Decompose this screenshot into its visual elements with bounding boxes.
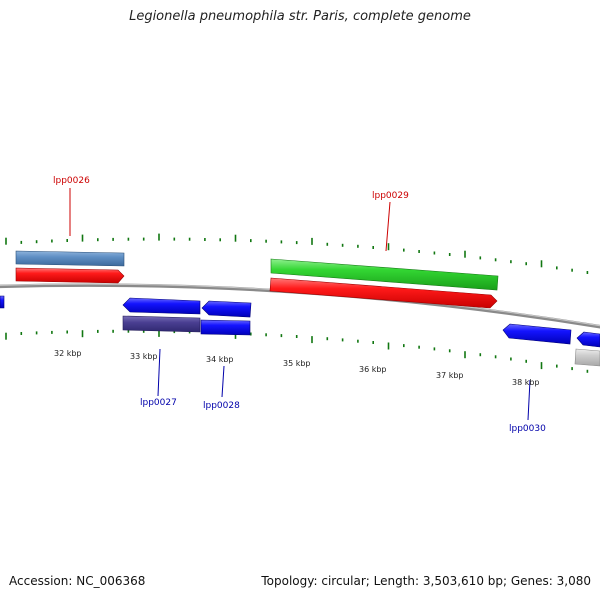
leader-line-lpp0030 xyxy=(527,379,531,421)
scale-label-35kbp: 35 kbp xyxy=(283,359,311,368)
scale-label-33kbp: 33 kbp xyxy=(130,352,158,361)
gene-label-lpp0030[interactable]: lpp0030 xyxy=(509,424,546,434)
gene-lpp0028-cds-feature[interactable] xyxy=(200,319,251,336)
gene-lpp0026-arrow[interactable] xyxy=(15,267,125,284)
gene-left-edge-arrow[interactable] xyxy=(0,295,5,309)
gene-lpp0029-arrow[interactable] xyxy=(269,277,498,309)
gene-label-lpp0028[interactable]: lpp0028 xyxy=(203,401,240,411)
genome-summary-text: Topology: circular; Length: 3,503,610 bp… xyxy=(261,574,591,588)
scale-label-37kbp: 37 kbp xyxy=(436,371,464,380)
map-title: Legionella pneumophila str. Paris, compl… xyxy=(129,9,471,24)
scale-label-38kbp: 38 kbp xyxy=(512,378,540,387)
gene-right-edge-pseudogene[interactable] xyxy=(574,348,600,367)
tick-track-outer xyxy=(5,233,589,274)
gene-lpp0028-arrow[interactable] xyxy=(201,300,252,318)
gene-label-lpp0027[interactable]: lpp0027 xyxy=(140,398,177,408)
gene-lpp0027-cds-feature[interactable] xyxy=(122,315,201,333)
gene-lpp0026-cds-feature[interactable] xyxy=(15,250,125,267)
gene-lpp0027-arrow[interactable] xyxy=(122,297,201,315)
gene-lpp0030-arrow[interactable] xyxy=(502,323,572,345)
leader-line-lpp0029 xyxy=(385,201,391,252)
scale-label-36kbp: 36 kbp xyxy=(359,365,387,374)
gene-label-lpp0029[interactable]: lpp0029 xyxy=(372,191,409,201)
gene-label-lpp0026[interactable]: lpp0026 xyxy=(53,176,90,186)
accession-text: Accession: NC_006368 xyxy=(9,574,146,588)
leader-line-lpp0028 xyxy=(221,365,225,398)
leader-line-lpp0027 xyxy=(157,348,161,397)
scale-label-34kbp: 34 kbp xyxy=(206,355,234,364)
gene-lpp0029-cds-feature[interactable] xyxy=(270,258,499,291)
tick-track-inner xyxy=(5,329,589,373)
scale-label-32kbp: 32 kbp xyxy=(54,349,82,358)
gene-right-edge-arrow[interactable] xyxy=(576,331,600,348)
